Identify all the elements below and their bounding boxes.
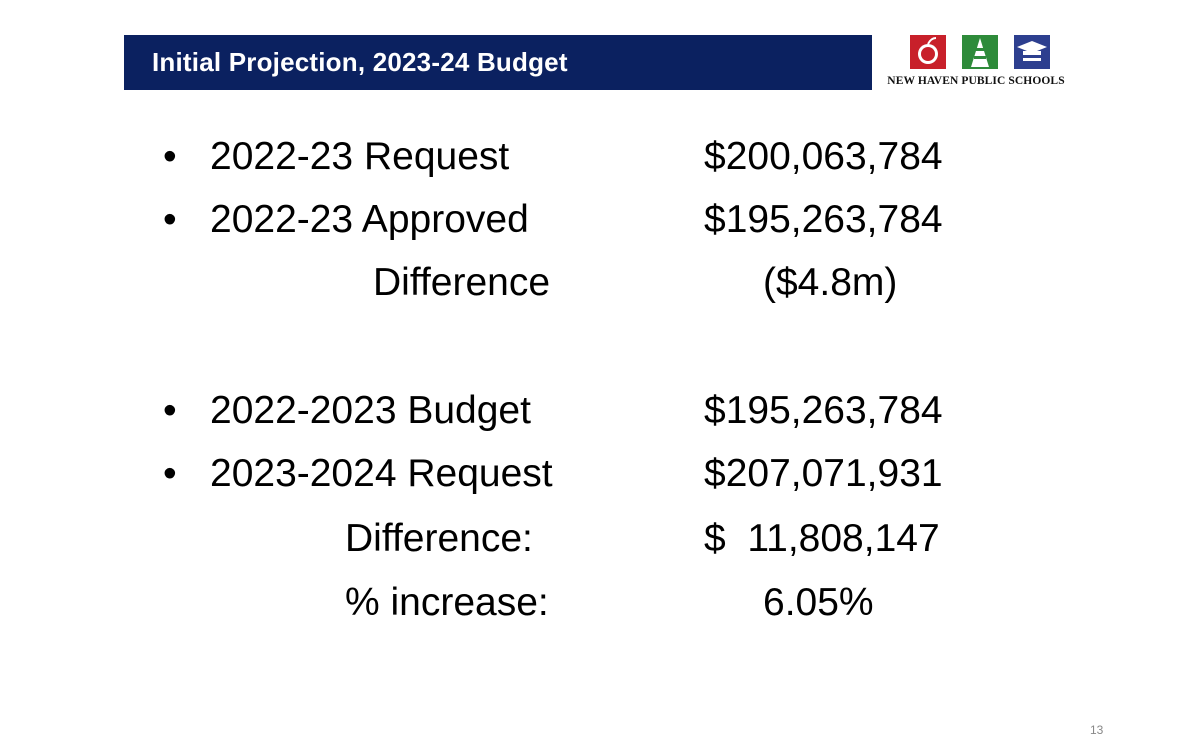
difference-row: Difference: $ 11,808,147 xyxy=(0,509,1200,569)
apple-icon xyxy=(910,35,946,69)
title-bar: Initial Projection, 2023-24 Budget xyxy=(124,35,872,90)
row-label: % increase: xyxy=(345,581,549,624)
row-label: 2022-2023 Budget xyxy=(210,389,531,432)
budget-row: • 2022-23 Approved $195,263,784 xyxy=(0,190,1200,250)
row-label: 2023-2024 Request xyxy=(210,452,553,495)
row-label: 2022-23 Approved xyxy=(210,198,529,241)
bullet: • xyxy=(163,452,177,495)
budget-row: • 2022-2023 Budget $195,263,784 xyxy=(0,381,1200,441)
budget-row: • 2023-2024 Request $207,071,931 xyxy=(0,444,1200,504)
row-label: Difference: xyxy=(345,517,533,560)
row-label: 2022-23 Request xyxy=(210,135,510,178)
graduation-cap-icon xyxy=(1014,35,1050,69)
bullet: • xyxy=(163,198,177,241)
logo-icons xyxy=(910,35,1050,69)
row-amount: 6.05% xyxy=(763,581,874,624)
page-number: 13 xyxy=(1090,723,1104,737)
budget-row: • 2022-23 Request $200,063,784 xyxy=(0,127,1200,187)
row-amount: $200,063,784 xyxy=(704,135,943,178)
row-amount: ($4.8m) xyxy=(763,261,898,304)
difference-row: Difference ($4.8m) xyxy=(0,253,1200,313)
row-label: Difference xyxy=(373,261,551,304)
school-logo: NEW HAVEN PUBLIC SCHOOLS xyxy=(876,33,1076,89)
logo-text: NEW HAVEN PUBLIC SCHOOLS xyxy=(887,75,1065,87)
row-amount: $ 11,808,147 xyxy=(704,517,940,560)
bullet: • xyxy=(163,135,177,178)
bullet: • xyxy=(163,389,177,432)
row-amount: $207,071,931 xyxy=(704,452,943,495)
tower-icon xyxy=(962,35,998,69)
row-amount: $195,263,784 xyxy=(704,389,943,432)
slide-title: Initial Projection, 2023-24 Budget xyxy=(152,47,568,77)
increase-row: % increase: 6.05% xyxy=(0,573,1200,633)
row-amount: $195,263,784 xyxy=(704,198,943,241)
